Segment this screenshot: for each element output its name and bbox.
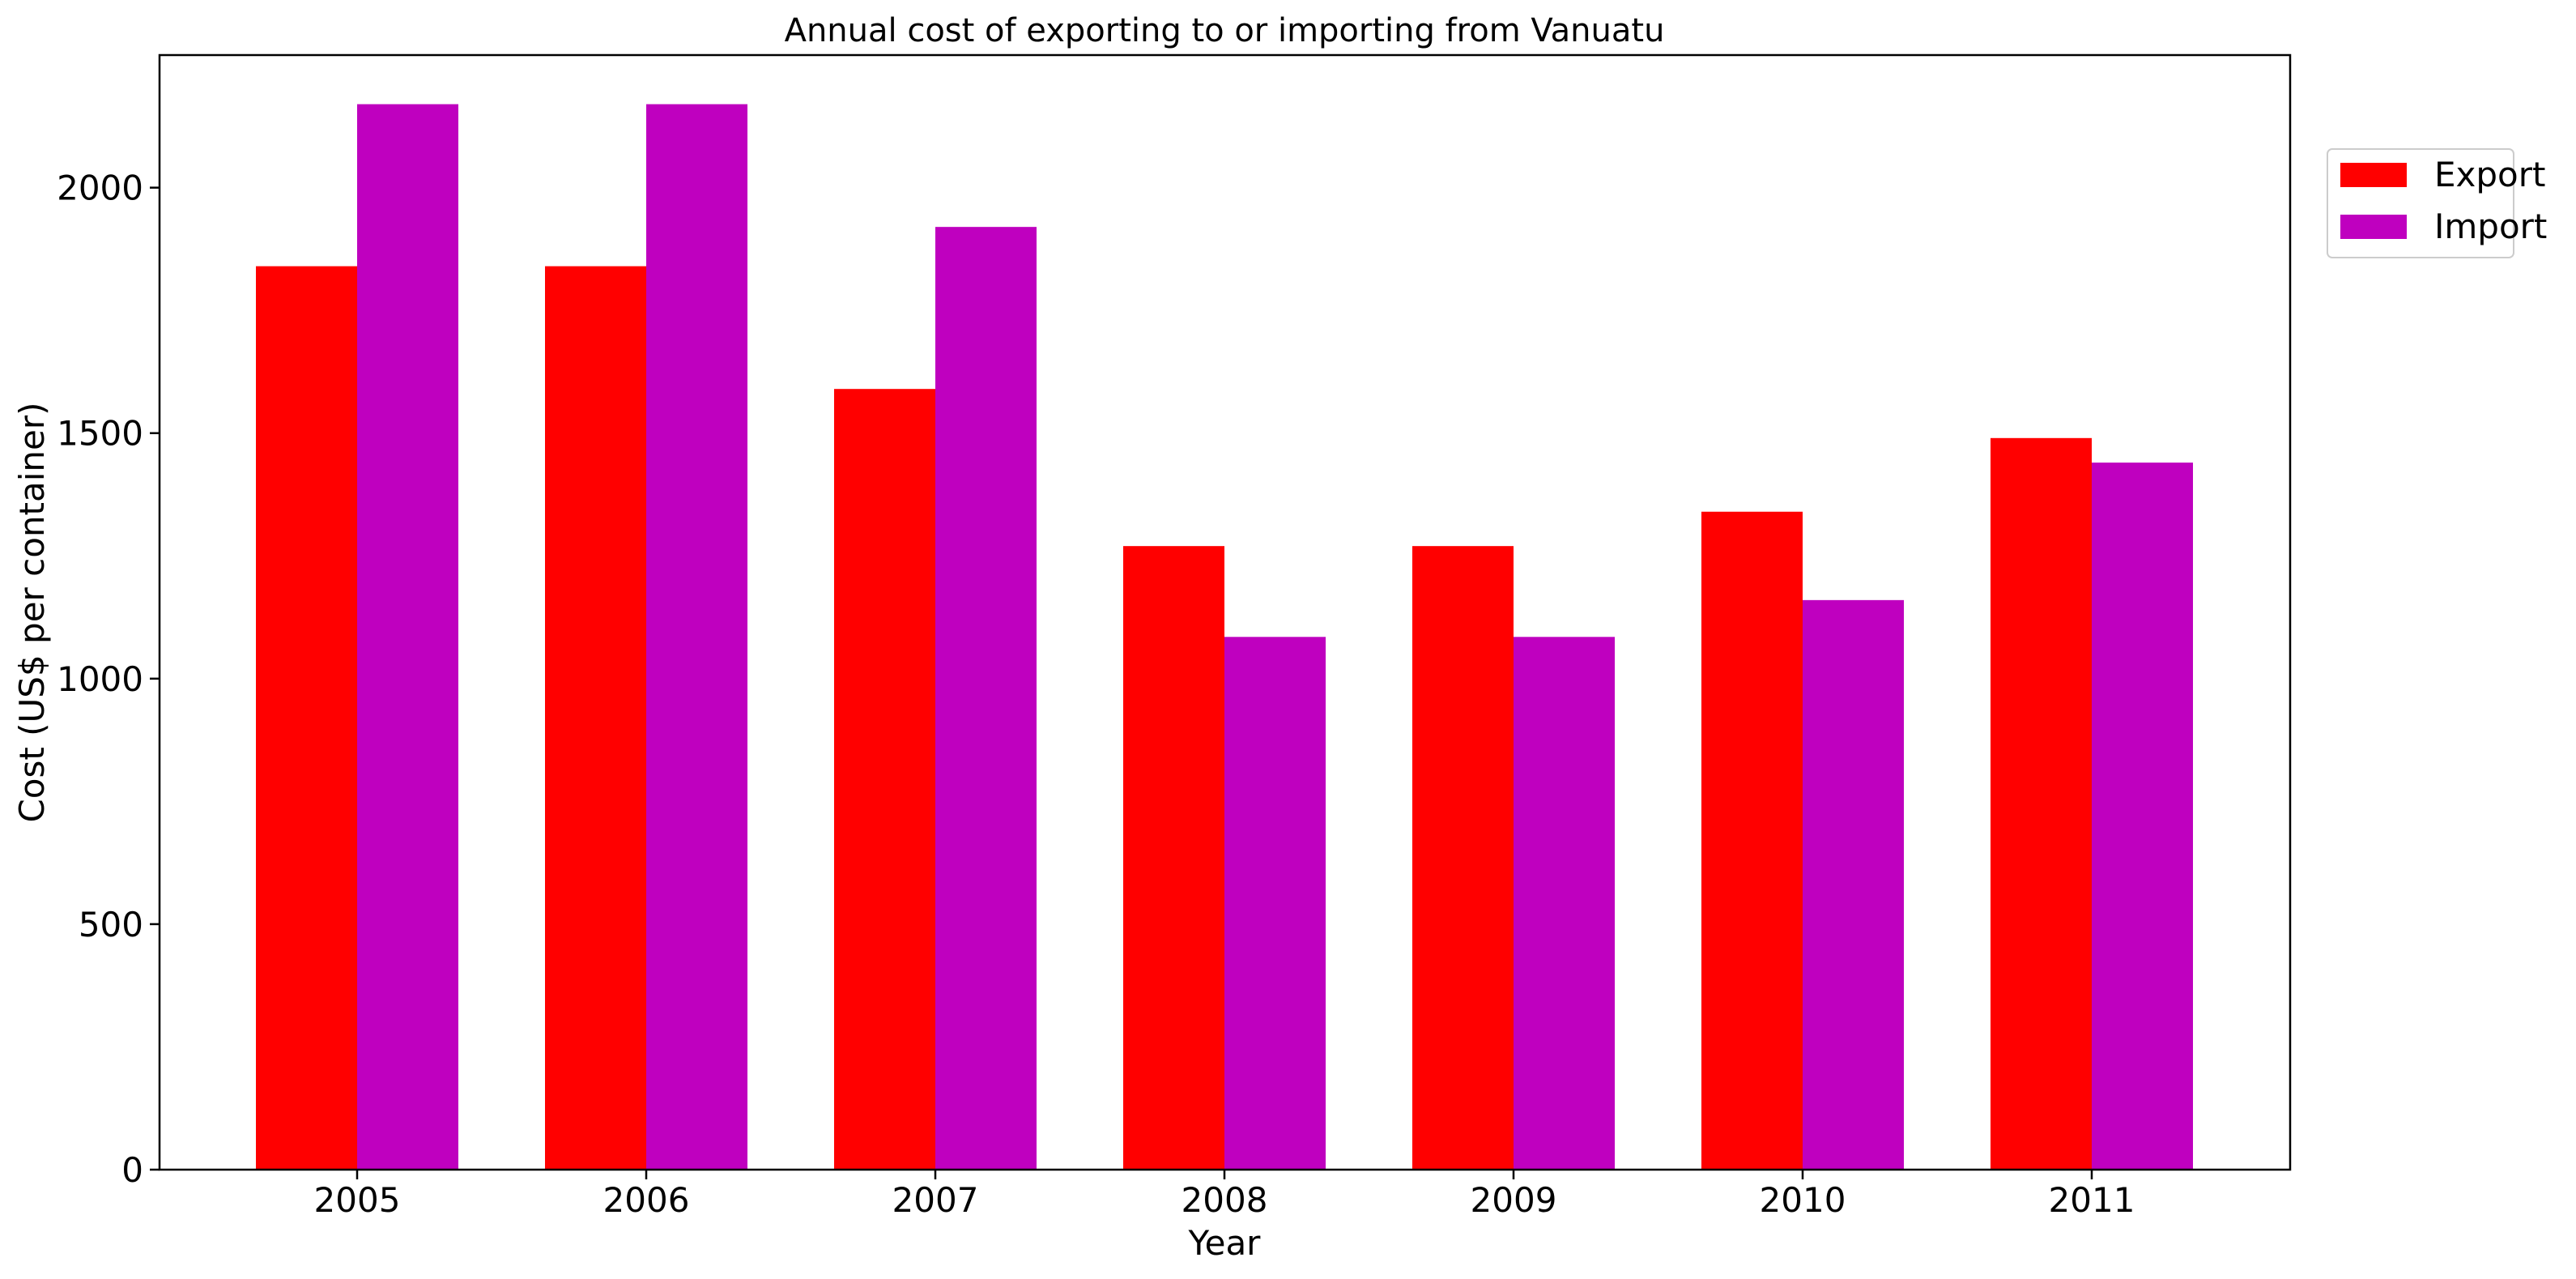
bar-export-2006 — [545, 266, 646, 1170]
legend-swatch-export — [2340, 163, 2407, 187]
x-tick-label: 2010 — [1760, 1180, 1846, 1220]
x-tick-label: 2009 — [1471, 1180, 1557, 1220]
legend-swatch-import — [2340, 215, 2407, 239]
x-tick-label: 2005 — [314, 1180, 401, 1220]
bar-export-2007 — [834, 389, 935, 1170]
x-tick-label: 2006 — [603, 1180, 690, 1220]
bar-import-2007 — [935, 227, 1037, 1170]
legend-label-import: Import — [2434, 207, 2547, 246]
y-tick-label: 1000 — [57, 659, 143, 699]
x-axis-label: Year — [1188, 1223, 1262, 1263]
y-tick-label: 500 — [79, 905, 143, 944]
x-tick-label: 2011 — [2049, 1180, 2135, 1220]
bar-import-2011 — [2092, 463, 2193, 1170]
bar-import-2009 — [1514, 637, 1615, 1170]
plot-frame — [158, 53, 2292, 1171]
bar-import-2005 — [357, 104, 458, 1170]
bar-export-2008 — [1123, 546, 1224, 1170]
bar-import-2008 — [1224, 637, 1326, 1170]
y-tick-label: 0 — [121, 1150, 143, 1190]
y-axis-ticks: 0 500 1000 1500 2000 — [57, 168, 160, 1190]
chart-title: Annual cost of exporting to or importing… — [785, 12, 1665, 49]
y-tick-label: 2000 — [57, 168, 143, 208]
bar-export-2009 — [1412, 546, 1514, 1170]
x-axis-ticks: 2005 2006 2007 2008 2009 2010 2011 — [314, 1170, 2135, 1220]
bar-import-2006 — [646, 104, 747, 1170]
x-tick-label: 2008 — [1182, 1180, 1268, 1220]
y-axis-label: Cost (US$ per container) — [12, 402, 52, 822]
bar-export-2010 — [1701, 511, 1803, 1170]
bar-export-2005 — [256, 266, 357, 1170]
bar-export-2011 — [1991, 437, 2092, 1170]
x-tick-label: 2007 — [892, 1180, 979, 1220]
y-tick-label: 1500 — [57, 414, 143, 454]
legend: Export Import — [2327, 148, 2547, 258]
legend-label-export: Export — [2434, 155, 2545, 194]
bar-import-2010 — [1803, 599, 1904, 1170]
bars-layer — [256, 104, 2193, 1170]
